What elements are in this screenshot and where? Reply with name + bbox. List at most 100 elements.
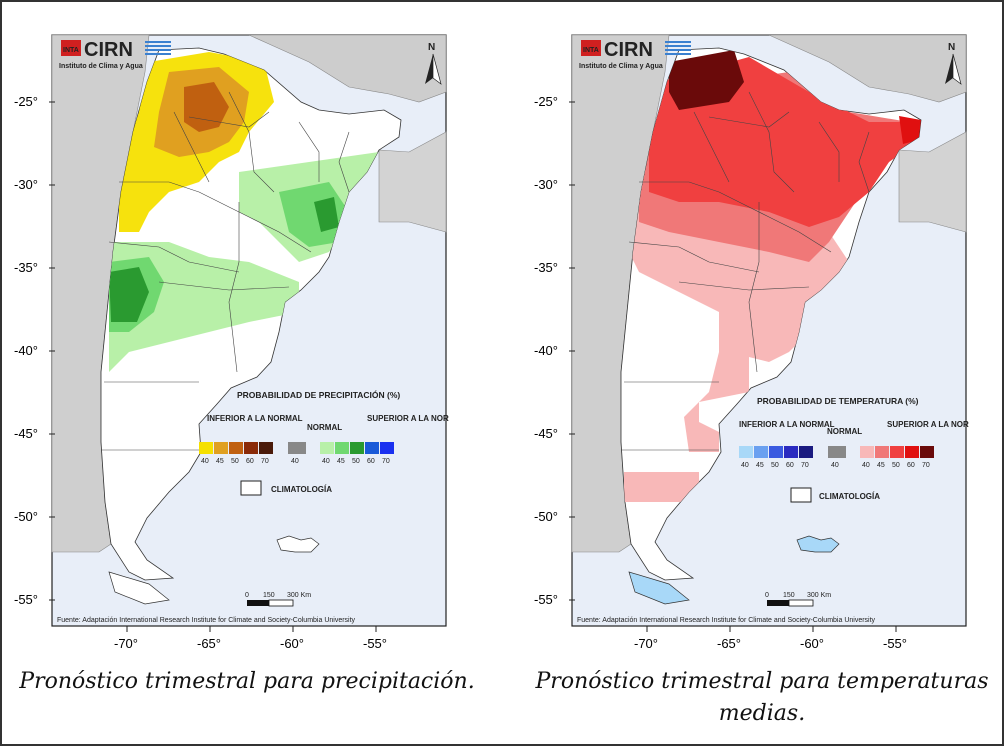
- logo-subtitle: Instituto de Clima y Agua: [579, 63, 663, 70]
- source-note: Fuente: Adaptación International Researc…: [577, 617, 876, 624]
- legend-swatch-above: [320, 442, 334, 454]
- lat-label: -30°: [14, 177, 38, 192]
- zone-above-40-south: [684, 292, 749, 452]
- legend-swatch-above: [875, 446, 889, 458]
- cirn-logo: INTA CIRN Instituto de Clima y Agua: [579, 39, 691, 70]
- lon-label: -65°: [197, 636, 221, 651]
- legend-swatch-normal: [828, 446, 846, 458]
- legend-swatch-below: [229, 442, 243, 454]
- legend-normal-label: NORMAL: [827, 427, 862, 436]
- province-borders: [621, 91, 870, 451]
- cirn-logo-text: CIRN: [604, 39, 653, 61]
- legend-tick-above: 40: [322, 458, 330, 465]
- legend-tick-below: 50: [231, 458, 239, 465]
- north-arrow-icon: N: [945, 42, 962, 85]
- legend-tick-above: 70: [382, 458, 390, 465]
- logo-subtitle: Instituto de Clima y Agua: [59, 63, 143, 70]
- legend-tick-below: 70: [801, 462, 809, 469]
- scalebar: 0 150 300 Km: [765, 592, 831, 607]
- legend-tick-below: 45: [216, 458, 224, 465]
- axis-ticks: [569, 101, 897, 632]
- scalebar-label-150: 150: [263, 592, 275, 599]
- legend-swatch-below: [754, 446, 768, 458]
- zone-above-50-east: [314, 197, 339, 232]
- lon-label: -60°: [280, 636, 304, 651]
- north-label: N: [948, 42, 955, 53]
- lat-label: -45°: [534, 426, 558, 441]
- legend-tick-below: 70: [261, 458, 269, 465]
- legend-swatch-above: [860, 446, 874, 458]
- legend-above-label: SUPERIOR A LA NORMAL: [887, 420, 969, 429]
- waves-icon: [665, 41, 691, 55]
- legend-swatch-below: [259, 442, 273, 454]
- scalebar-label-0: 0: [765, 592, 769, 599]
- temperature-shading: [624, 50, 921, 502]
- temperature-map-panel: INTA CIRN Instituto de Clima y Agua N PR…: [569, 32, 969, 632]
- legend-swatch-below: [784, 446, 798, 458]
- legend-title: PROBABILIDAD DE PRECIPITACIÓN (%): [237, 389, 400, 400]
- malvinas-islands: [276, 535, 320, 553]
- legend-tick-below: 50: [771, 462, 779, 469]
- legend-tick-above: 50: [892, 462, 900, 469]
- neighbour-countries-north: [52, 34, 447, 103]
- lon-label: -55°: [363, 636, 387, 651]
- legend-tick-above: 45: [877, 462, 885, 469]
- source-note: Fuente: Adaptación International Researc…: [57, 617, 356, 624]
- legend-tick-above: 45: [337, 458, 345, 465]
- legend-swatch-above: [365, 442, 379, 454]
- legend-tick-below: 40: [741, 462, 749, 469]
- legend-swatch-below: [799, 446, 813, 458]
- cirn-logo-text: CIRN: [84, 39, 133, 61]
- legend-tick-above: 60: [907, 462, 915, 469]
- legend-swatch-below: [214, 442, 228, 454]
- lat-label: -40°: [14, 343, 38, 358]
- legend-below-label: INFERIOR A LA NORMAL: [739, 420, 835, 429]
- climatologia-label: CLIMATOLOGÍA: [271, 485, 332, 494]
- lon-label: -60°: [800, 636, 824, 651]
- climatologia-label: CLIMATOLOGÍA: [819, 492, 880, 501]
- lon-label: -55°: [883, 636, 907, 651]
- legend-tick-below: 60: [786, 462, 794, 469]
- temperature-legend: PROBABILIDAD DE TEMPERATURA (%) INFERIOR…: [739, 396, 969, 503]
- legend-swatch-above: [920, 446, 934, 458]
- legend-swatch-below: [244, 442, 258, 454]
- legend-tick-above: 60: [367, 458, 375, 465]
- legend-tick-below: 40: [201, 458, 209, 465]
- scalebar-label-300: 300 Km: [287, 592, 311, 599]
- tierra-del-fuego: [108, 571, 170, 605]
- lon-label: -70°: [634, 636, 658, 651]
- lat-label: -45°: [14, 426, 38, 441]
- lat-label: -35°: [534, 260, 558, 275]
- temperature-map: INTA CIRN Instituto de Clima y Agua N PR…: [569, 34, 969, 632]
- legend-swatch-above: [350, 442, 364, 454]
- zone-above-50-west: [109, 267, 149, 322]
- legend-swatch-above: [905, 446, 919, 458]
- north-label: N: [428, 42, 435, 53]
- lat-label: -50°: [14, 509, 38, 524]
- legend-tick-above: 50: [352, 458, 360, 465]
- legend-below-label: INFERIOR A LA NORMAL: [207, 414, 303, 423]
- lat-label: -25°: [534, 94, 558, 109]
- caption-temperature: Pronóstico trimestral para temperaturas …: [535, 669, 989, 726]
- legend-above-label: SUPERIOR A LA NORMAL: [367, 414, 449, 423]
- legend-tick-above: 70: [922, 462, 930, 469]
- precipitation-map-panel: INTA CIRN Instituto de Clima y Agua N PR…: [49, 32, 449, 632]
- legend-title: PROBABILIDAD DE TEMPERATURA (%): [757, 396, 919, 406]
- climatologia-swatch: [240, 480, 262, 496]
- legend-tick-normal: 40: [291, 458, 299, 465]
- legend-tick-below: 45: [756, 462, 764, 469]
- lon-label: -70°: [114, 636, 138, 651]
- cirn-logo: INTA CIRN Instituto de Clima y Agua: [59, 39, 171, 70]
- scalebar: 0 150 300 Km: [245, 592, 311, 607]
- legend-swatch-above: [890, 446, 904, 458]
- precipitation-map: INTA CIRN Instituto de Clima y Agua N PR…: [49, 34, 449, 632]
- brazil-uruguay-region: [378, 131, 447, 233]
- legend-tick-normal: 40: [831, 462, 839, 469]
- zone-below-50: [184, 82, 229, 132]
- inta-badge-text: INTA: [63, 47, 79, 54]
- waves-icon: [145, 41, 171, 55]
- climatologia-swatch: [790, 487, 812, 503]
- neighbour-countries-north: [572, 34, 967, 103]
- inta-badge-text: INTA: [583, 47, 599, 54]
